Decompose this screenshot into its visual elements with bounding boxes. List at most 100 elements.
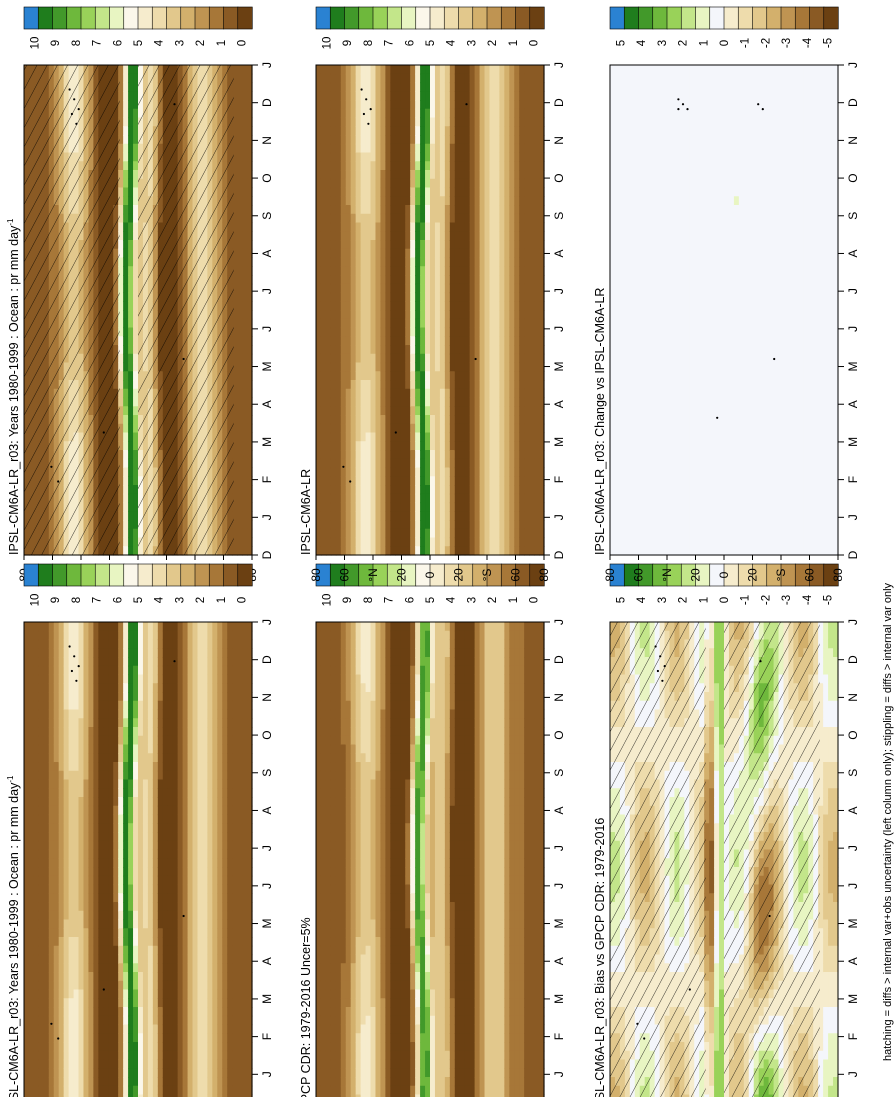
heatmap-cell xyxy=(28,823,35,833)
heatmap-cell xyxy=(142,875,149,886)
heatmap-cell xyxy=(93,683,99,693)
heatmap-cell xyxy=(207,928,213,938)
heatmap-cell xyxy=(68,849,75,859)
heatmap-cell xyxy=(217,910,223,921)
heatmap-cell xyxy=(142,832,149,842)
heatmap-cell xyxy=(237,91,243,101)
heatmap-cell xyxy=(192,910,199,921)
heatmap-cell xyxy=(103,928,109,938)
heatmap-cell xyxy=(222,657,228,667)
heatmap-cell xyxy=(212,902,218,912)
heatmap-cell xyxy=(187,867,194,877)
heatmap-cell xyxy=(167,648,174,658)
heatmap-cell xyxy=(222,1024,228,1034)
heatmap-cell xyxy=(24,639,30,649)
heatmap-cell xyxy=(73,657,80,667)
heatmap-cell xyxy=(128,972,134,982)
heatmap-cell xyxy=(118,683,124,693)
heatmap-cell xyxy=(53,744,60,754)
heatmap-cell xyxy=(88,770,94,781)
hatching-overlay xyxy=(24,65,120,555)
heatmap-cell xyxy=(68,998,75,1008)
heatmap-cell xyxy=(207,665,213,676)
heatmap-cell xyxy=(108,753,114,763)
heatmap-cell xyxy=(152,700,159,711)
heatmap-cell xyxy=(123,213,129,224)
heatmap-cell xyxy=(167,910,174,921)
heatmap-cell xyxy=(123,441,129,451)
heatmap-cell xyxy=(103,674,109,684)
heatmap-cell xyxy=(73,832,80,842)
heatmap-cell xyxy=(68,1042,75,1052)
heatmap-cell xyxy=(237,467,243,477)
heatmap-cell xyxy=(108,1059,114,1069)
heatmap-cell xyxy=(182,928,189,938)
heatmap-cell xyxy=(217,674,223,684)
heatmap-cell xyxy=(123,954,129,964)
heatmap-cell xyxy=(242,248,248,259)
heatmap-cell xyxy=(128,117,134,127)
heatmap-cell xyxy=(68,718,75,728)
heatmap-cell xyxy=(222,954,228,964)
heatmap-cell xyxy=(48,910,55,921)
heatmap-cell xyxy=(58,989,65,999)
heatmap-cell xyxy=(128,840,134,851)
heatmap-cell xyxy=(108,1068,114,1078)
heatmap-cell xyxy=(118,648,124,658)
heatmap-cell xyxy=(162,1042,169,1052)
heatmap-cell xyxy=(197,665,204,676)
heatmap-cell xyxy=(212,770,218,781)
heatmap-cell xyxy=(212,709,218,719)
heatmap-cell xyxy=(93,1077,99,1087)
heatmap-cell xyxy=(73,954,80,964)
heatmap-cell xyxy=(38,823,45,833)
heatmap-cell xyxy=(138,928,144,938)
heatmap-cell xyxy=(88,963,94,973)
heatmap-cell xyxy=(133,797,139,807)
heatmap-cell xyxy=(103,910,109,921)
heatmap-cell xyxy=(138,1042,144,1052)
heatmap-cell xyxy=(128,937,134,947)
heatmap-cell xyxy=(172,805,179,816)
heatmap-cell xyxy=(63,622,70,632)
heatmap-cell xyxy=(78,1007,85,1017)
heatmap-cell xyxy=(103,700,109,711)
heatmap-cell xyxy=(142,840,149,851)
heatmap-cell xyxy=(33,937,40,947)
heatmap-cell xyxy=(118,1042,124,1052)
heatmap-cell xyxy=(24,814,30,824)
heatmap-cell xyxy=(113,1015,119,1026)
heatmap-cell xyxy=(162,735,169,746)
heatmap-cell xyxy=(242,222,248,232)
heatmap-cell xyxy=(172,700,179,711)
heatmap-cell xyxy=(222,884,228,894)
heatmap-cell xyxy=(187,674,194,684)
heatmap-cell xyxy=(53,762,60,772)
heatmap-cell xyxy=(33,893,40,903)
heatmap-cell xyxy=(128,528,134,539)
heatmap-cell xyxy=(53,1085,60,1096)
heatmap-cell xyxy=(202,648,208,658)
heatmap-cell xyxy=(93,630,99,641)
heatmap-cell xyxy=(192,692,199,702)
heatmap-cell xyxy=(207,814,213,824)
heatmap-cell xyxy=(147,1050,154,1061)
heatmap-cell xyxy=(222,1050,228,1061)
heatmap-cell xyxy=(237,240,243,250)
heatmap-cell xyxy=(68,963,75,973)
heatmap-cell xyxy=(28,753,35,763)
heatmap-cell xyxy=(24,735,30,746)
heatmap-cell xyxy=(118,450,124,460)
heatmap-cell xyxy=(123,945,129,956)
heatmap-cell xyxy=(83,998,90,1008)
heatmap-cell xyxy=(123,275,129,285)
heatmap-cell xyxy=(33,639,40,649)
heatmap-cell xyxy=(212,875,218,886)
heatmap-cell xyxy=(197,840,204,851)
heatmap-cell xyxy=(128,126,134,136)
heatmap-cell xyxy=(93,648,99,658)
heatmap-cell xyxy=(24,928,30,938)
heatmap-cell xyxy=(138,840,144,851)
heatmap-cell xyxy=(212,814,218,824)
heatmap-cell xyxy=(103,1059,109,1069)
